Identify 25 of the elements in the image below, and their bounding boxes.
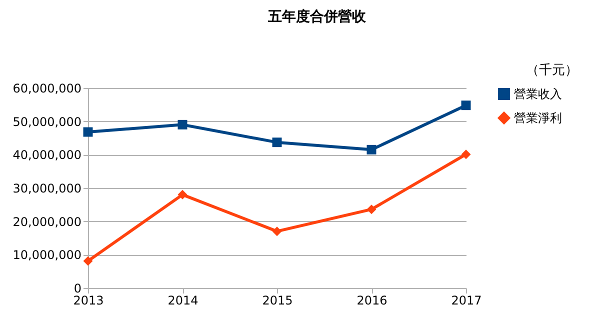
point	[366, 144, 376, 154]
point	[461, 100, 471, 110]
point	[366, 204, 376, 214]
y-tick-label: 60,000,000	[12, 82, 82, 96]
text: （千元）	[526, 63, 578, 78]
x-tick-label: 2014	[168, 294, 198, 308]
legend-label: 營業淨利	[514, 111, 562, 125]
point	[272, 226, 282, 236]
x-tick-label: 2013	[73, 294, 104, 308]
x-tick-label: 2017	[451, 294, 482, 308]
point	[83, 127, 93, 137]
point	[178, 120, 188, 130]
legend-label: 營業收入	[514, 87, 562, 101]
x-tick-label: 2015	[262, 294, 293, 308]
point	[272, 138, 282, 148]
y-tick-label: 20,000,000	[12, 214, 82, 229]
chart-title: 五年度合併營收	[267, 8, 367, 25]
y-tick-label: 0	[74, 282, 82, 296]
x-tick-label: 2016	[356, 294, 388, 308]
point	[178, 190, 188, 200]
y-tick-label: 30,000,000	[12, 182, 82, 196]
y-tick-label: 50,000,000	[12, 114, 82, 129]
y-tick-label: 10,000,000	[12, 248, 82, 262]
y-tick-label: 40,000,000	[12, 148, 82, 162]
point	[461, 150, 471, 160]
